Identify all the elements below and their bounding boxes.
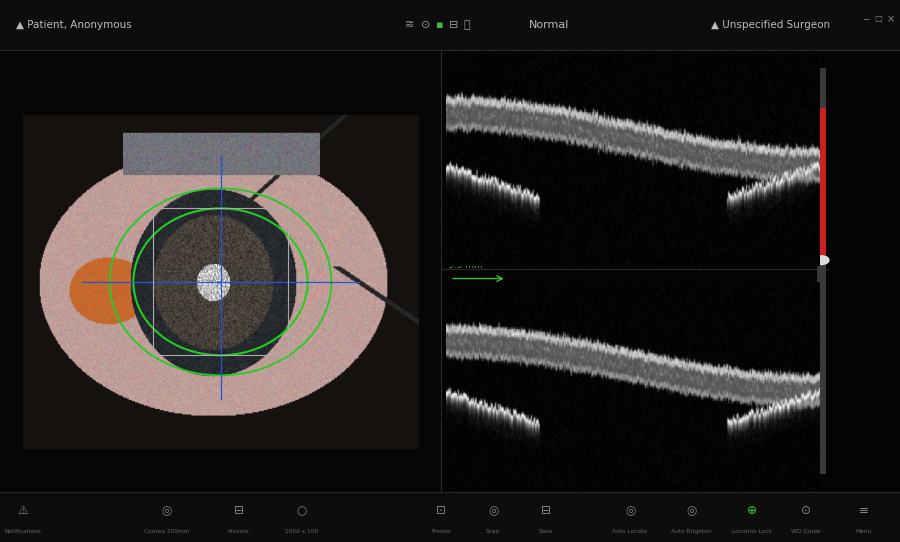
Text: ⊙: ⊙: [421, 20, 430, 30]
Text: Save: Save: [539, 528, 554, 533]
Text: ⊕: ⊕: [747, 504, 756, 517]
Text: Location Lock: Location Lock: [732, 528, 771, 533]
Text: Menu: Menu: [856, 528, 872, 533]
Text: ▲ Patient, Anonymous: ▲ Patient, Anonymous: [16, 20, 132, 30]
Text: Normal: Normal: [529, 20, 569, 30]
Text: 9.9 mm: 9.9 mm: [448, 261, 483, 270]
Bar: [817, 68, 826, 474]
Text: ◎: ◎: [161, 504, 172, 517]
Text: ⊟: ⊟: [234, 504, 243, 517]
Text: ○: ○: [296, 504, 307, 517]
Bar: [441, 50, 900, 492]
Text: ◎: ◎: [488, 504, 499, 517]
Text: ◎: ◎: [625, 504, 635, 517]
Text: 5.6 mm: 5.6 mm: [448, 434, 483, 443]
Text: ⊙: ⊙: [801, 504, 810, 517]
Bar: [153, 208, 288, 356]
Text: Notifications: Notifications: [4, 528, 40, 533]
Text: ▪: ▪: [436, 20, 444, 30]
Text: □: □: [875, 15, 882, 23]
Bar: [0, 0, 900, 50]
Text: Auto Brighten: Auto Brighten: [671, 528, 712, 533]
Text: WD Guide: WD Guide: [791, 528, 820, 533]
Text: −: −: [862, 15, 869, 23]
Text: Cornea 200mm: Cornea 200mm: [144, 528, 189, 533]
Text: ⊡: ⊡: [436, 504, 446, 517]
Bar: [817, 108, 826, 263]
Text: ≋: ≋: [405, 20, 414, 30]
Text: ⊟: ⊟: [542, 504, 551, 517]
Circle shape: [814, 256, 829, 264]
Text: Auto Locate: Auto Locate: [612, 528, 648, 533]
Text: ×: ×: [886, 14, 896, 24]
Text: ⎘: ⎘: [464, 20, 471, 30]
Bar: [0, 492, 900, 542]
Text: Freeze: Freeze: [431, 528, 451, 533]
Text: ⊟: ⊟: [449, 20, 458, 30]
Text: ◎: ◎: [686, 504, 697, 517]
Bar: [0, 50, 441, 492]
Text: Presets: Presets: [228, 528, 249, 533]
Text: 1000 x 100: 1000 x 100: [285, 528, 318, 533]
Text: ≡: ≡: [860, 504, 868, 517]
Text: ▲ Unspecified Surgeon: ▲ Unspecified Surgeon: [711, 20, 830, 30]
Text: Scan: Scan: [486, 528, 500, 533]
Text: ⚠: ⚠: [17, 504, 28, 517]
